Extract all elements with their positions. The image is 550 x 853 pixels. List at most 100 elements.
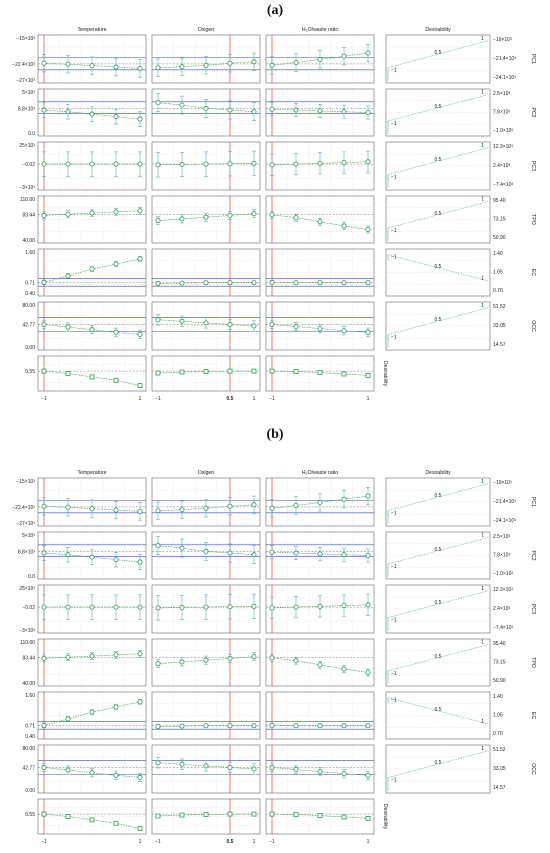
subplot-frame	[151, 691, 261, 740]
data-point	[89, 770, 95, 776]
desirability-frame	[385, 638, 491, 687]
desirability-value-label: 14.57	[493, 342, 506, 348]
data-point	[89, 709, 95, 715]
data-point	[179, 545, 185, 551]
desirability-function	[387, 697, 489, 725]
desirability-mid-label: 0.5	[435, 654, 442, 660]
data-point	[317, 551, 323, 557]
desirability-value-label: 1.05	[493, 713, 503, 719]
row-label: OCC	[530, 763, 536, 775]
y-tick-label: 0.71	[25, 723, 35, 729]
y-tick-label: 42.77	[22, 323, 35, 329]
data-point	[65, 161, 71, 167]
desirability-frame	[385, 34, 491, 84]
data-point	[269, 321, 275, 327]
y-tick-label: 5×10³	[22, 533, 35, 539]
data-point	[227, 503, 233, 509]
data-point	[155, 543, 161, 549]
row-label: PC2	[530, 107, 536, 117]
data-point	[293, 280, 299, 286]
data-point	[203, 105, 209, 111]
data-point	[341, 666, 347, 672]
data-point	[41, 764, 47, 770]
data-point	[179, 64, 185, 70]
row-label: EC	[530, 712, 536, 719]
desirability-value-label: 2.4×10³	[493, 163, 510, 169]
y-tick-label: 0.0	[28, 131, 35, 137]
panel-b: Temperature Oxigen H₂O/waste ratio Desirabi…	[12, 470, 536, 845]
desirability-high-label: 1	[481, 276, 484, 282]
desirability-value-label: 51.52	[493, 747, 506, 753]
desirability-low-label: −1	[391, 121, 397, 127]
data-point	[251, 59, 257, 65]
desirability-value-label: 73.15	[493, 660, 506, 666]
data-point	[293, 502, 299, 508]
data-point	[341, 280, 347, 286]
data-point	[155, 65, 161, 71]
data-point	[113, 604, 119, 610]
data-point	[113, 820, 119, 826]
data-point	[317, 326, 323, 332]
data-point	[203, 548, 209, 554]
data-point	[317, 499, 323, 505]
data-point	[155, 605, 161, 611]
desirability-function	[387, 644, 489, 672]
data-point	[113, 704, 119, 710]
y-tick-label: 110.00	[20, 640, 35, 646]
data-point	[227, 764, 233, 770]
data-point	[341, 771, 347, 777]
data-point	[179, 280, 185, 286]
desirability-low-label: −1	[391, 671, 397, 677]
data-point	[317, 370, 323, 375]
y-tick-label: 0.40	[25, 291, 35, 297]
desirability-value-label: 51.52	[493, 304, 506, 310]
data-point	[155, 661, 161, 667]
row-label: TPO	[530, 657, 536, 668]
column-title: Oxigen	[198, 27, 215, 33]
series-line	[43, 701, 141, 726]
data-point	[227, 107, 233, 113]
data-point	[65, 273, 71, 279]
desirability-mid-label: 0.5	[435, 707, 442, 713]
data-point	[293, 658, 299, 664]
data-point	[137, 383, 143, 388]
y-tick-label: 8.8×10³	[18, 549, 35, 555]
data-point	[155, 723, 161, 729]
desirability-function	[387, 147, 489, 175]
desirability-mid-label: 0.5	[435, 157, 442, 163]
y-tick-label: 0.00	[25, 345, 35, 351]
data-point	[89, 604, 95, 610]
y-tick-label: −3×10³	[19, 185, 35, 191]
desirability-mid-label: 0.5	[435, 104, 442, 110]
data-point	[89, 266, 95, 272]
desirability-value-label: −7.4×10³	[493, 625, 513, 631]
data-point	[269, 722, 275, 728]
x-tick-label: 0.5	[227, 839, 234, 845]
y-tick-label: 0.0	[28, 574, 35, 580]
data-point	[269, 279, 275, 285]
data-point	[41, 279, 47, 285]
data-point	[41, 722, 47, 728]
data-point	[65, 552, 71, 558]
y-tick-label: −15×10³	[16, 36, 35, 42]
data-point	[65, 504, 71, 510]
desirability-value-label: −24.1×10³	[493, 518, 516, 524]
desirability-frame	[385, 195, 491, 244]
data-point	[89, 161, 95, 167]
desirability-mid-label: 0.5	[435, 760, 442, 766]
data-point	[227, 655, 233, 661]
data-point	[155, 370, 161, 376]
column-title: Desirability	[425, 470, 451, 476]
y-tick-label: 80.00	[22, 746, 35, 752]
desirability-high-label: 1	[481, 90, 484, 96]
data-point	[341, 223, 347, 229]
column-title: Temperature	[77, 27, 106, 33]
data-point	[179, 369, 185, 375]
data-point	[137, 65, 143, 71]
data-point	[155, 317, 161, 323]
subplot-frame	[37, 638, 147, 687]
desirability-low-label: −1	[391, 618, 397, 624]
data-point	[89, 653, 95, 659]
x-tick-label: −1	[269, 396, 275, 402]
data-point	[269, 549, 275, 555]
